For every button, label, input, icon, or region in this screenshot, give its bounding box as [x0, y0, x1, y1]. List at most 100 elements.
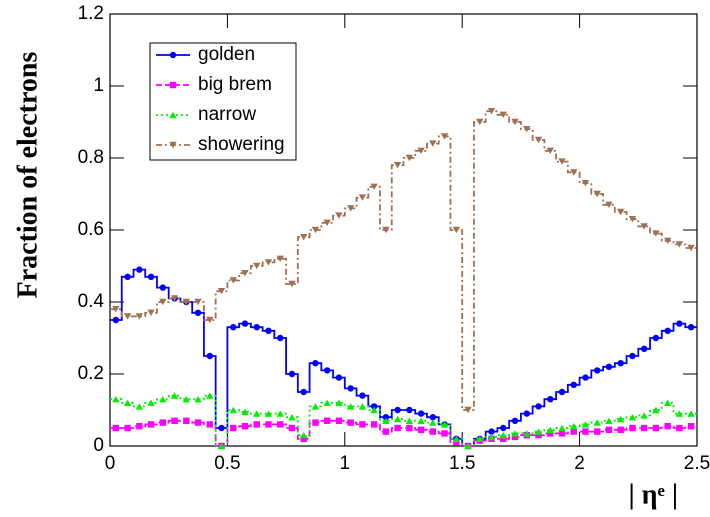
- bar-marker: [347, 385, 354, 392]
- bar-marker: [594, 367, 601, 374]
- bar-marker: [500, 435, 507, 442]
- bar-marker: [194, 396, 202, 403]
- bar-marker: [253, 324, 260, 331]
- bar-marker: [182, 396, 191, 403]
- bar-marker: [217, 288, 226, 295]
- bar-marker: [406, 424, 413, 432]
- bar-marker: [288, 424, 296, 432]
- bar-marker: [300, 388, 307, 396]
- bar-marker: [206, 421, 213, 428]
- bar-marker: [147, 309, 155, 316]
- bar-marker: [511, 417, 519, 424]
- bar-marker: [652, 334, 660, 342]
- bar-marker: [241, 423, 249, 430]
- bar-marker: [617, 360, 624, 367]
- bar-marker: [629, 424, 636, 432]
- legend-label: golden: [198, 44, 255, 65]
- bar-marker: [440, 133, 449, 140]
- bar-marker: [229, 277, 237, 284]
- bar-marker: [417, 410, 425, 417]
- y-tick-label: 0.2: [78, 363, 104, 384]
- bar-marker: [323, 399, 331, 406]
- bar-marker: [511, 430, 519, 437]
- bar-marker: [147, 421, 155, 428]
- bar-marker: [323, 417, 331, 424]
- bar-marker: [382, 417, 390, 424]
- bar-marker: [241, 270, 249, 277]
- bar-marker: [640, 412, 648, 419]
- bar-marker: [440, 421, 449, 428]
- bar-marker: [288, 414, 296, 421]
- bar-marker: [135, 403, 144, 410]
- legend-box: [149, 42, 297, 161]
- bar-marker: [346, 403, 355, 410]
- bar-marker: [253, 262, 261, 270]
- y-axis-title: Fraction of electrons: [12, 52, 43, 299]
- bar-marker: [558, 430, 566, 437]
- bar-marker: [183, 417, 190, 424]
- bar-marker: [406, 406, 413, 414]
- bar-marker: [300, 435, 307, 442]
- x-tick-label: 1.5: [449, 453, 475, 474]
- bar-marker: [663, 237, 672, 244]
- bar-marker: [358, 194, 367, 201]
- bar-marker: [359, 392, 366, 399]
- bar-marker: [382, 414, 390, 421]
- bar-marker: [312, 360, 319, 367]
- bar-marker: [511, 118, 519, 126]
- bar-marker: [593, 419, 601, 426]
- bar-marker: [676, 424, 683, 432]
- bar-marker: [264, 410, 273, 417]
- bar-marker: [605, 417, 613, 424]
- bar-marker: [464, 406, 472, 414]
- bar-marker: [675, 241, 684, 248]
- legend-marker: [169, 111, 177, 119]
- bar-marker: [335, 417, 343, 424]
- bar-marker: [687, 244, 695, 252]
- bar-marker: [159, 298, 167, 306]
- bar-marker: [359, 421, 366, 428]
- bar-marker: [346, 205, 355, 212]
- bar-marker: [523, 126, 531, 133]
- bar-marker: [499, 111, 507, 118]
- x-tick-label: 2.5: [684, 453, 710, 474]
- bar-marker: [582, 374, 589, 381]
- bar-marker: [124, 424, 131, 432]
- bar-marker: [605, 426, 613, 433]
- bar-marker: [487, 108, 496, 115]
- bar-marker: [429, 428, 437, 435]
- bar-marker: [687, 410, 695, 417]
- x-axis-title: | ηᵉ |: [629, 479, 678, 510]
- bar-marker: [405, 154, 414, 162]
- bar-marker: [476, 435, 484, 442]
- bar-marker: [170, 295, 179, 302]
- bar-marker: [640, 345, 648, 352]
- bar-marker: [230, 424, 237, 432]
- x-tick-label: 0: [105, 453, 116, 474]
- bar-marker: [230, 324, 237, 331]
- bar-marker: [581, 180, 590, 187]
- bar-marker: [394, 406, 401, 414]
- bar-marker: [452, 226, 461, 234]
- bar-marker: [664, 423, 671, 430]
- bar-marker: [417, 426, 425, 433]
- bar-marker: [652, 424, 660, 432]
- bar-marker: [616, 415, 625, 423]
- bar-marker: [558, 158, 566, 165]
- bar-marker: [687, 423, 695, 430]
- bar-marker: [311, 226, 320, 234]
- bar-marker: [382, 226, 390, 234]
- bar-marker: [112, 316, 120, 324]
- y-tick-label: 0: [93, 435, 104, 456]
- bar-marker: [206, 392, 214, 399]
- bar-marker: [441, 430, 448, 437]
- bar-marker: [311, 403, 320, 410]
- bar-marker: [194, 298, 202, 306]
- bar-marker: [276, 255, 284, 262]
- bar-marker: [253, 421, 260, 428]
- bar-marker: [182, 298, 191, 306]
- bar-marker: [323, 367, 331, 374]
- bar-marker: [534, 428, 543, 435]
- bar-marker: [429, 140, 437, 147]
- bar-marker: [265, 421, 272, 428]
